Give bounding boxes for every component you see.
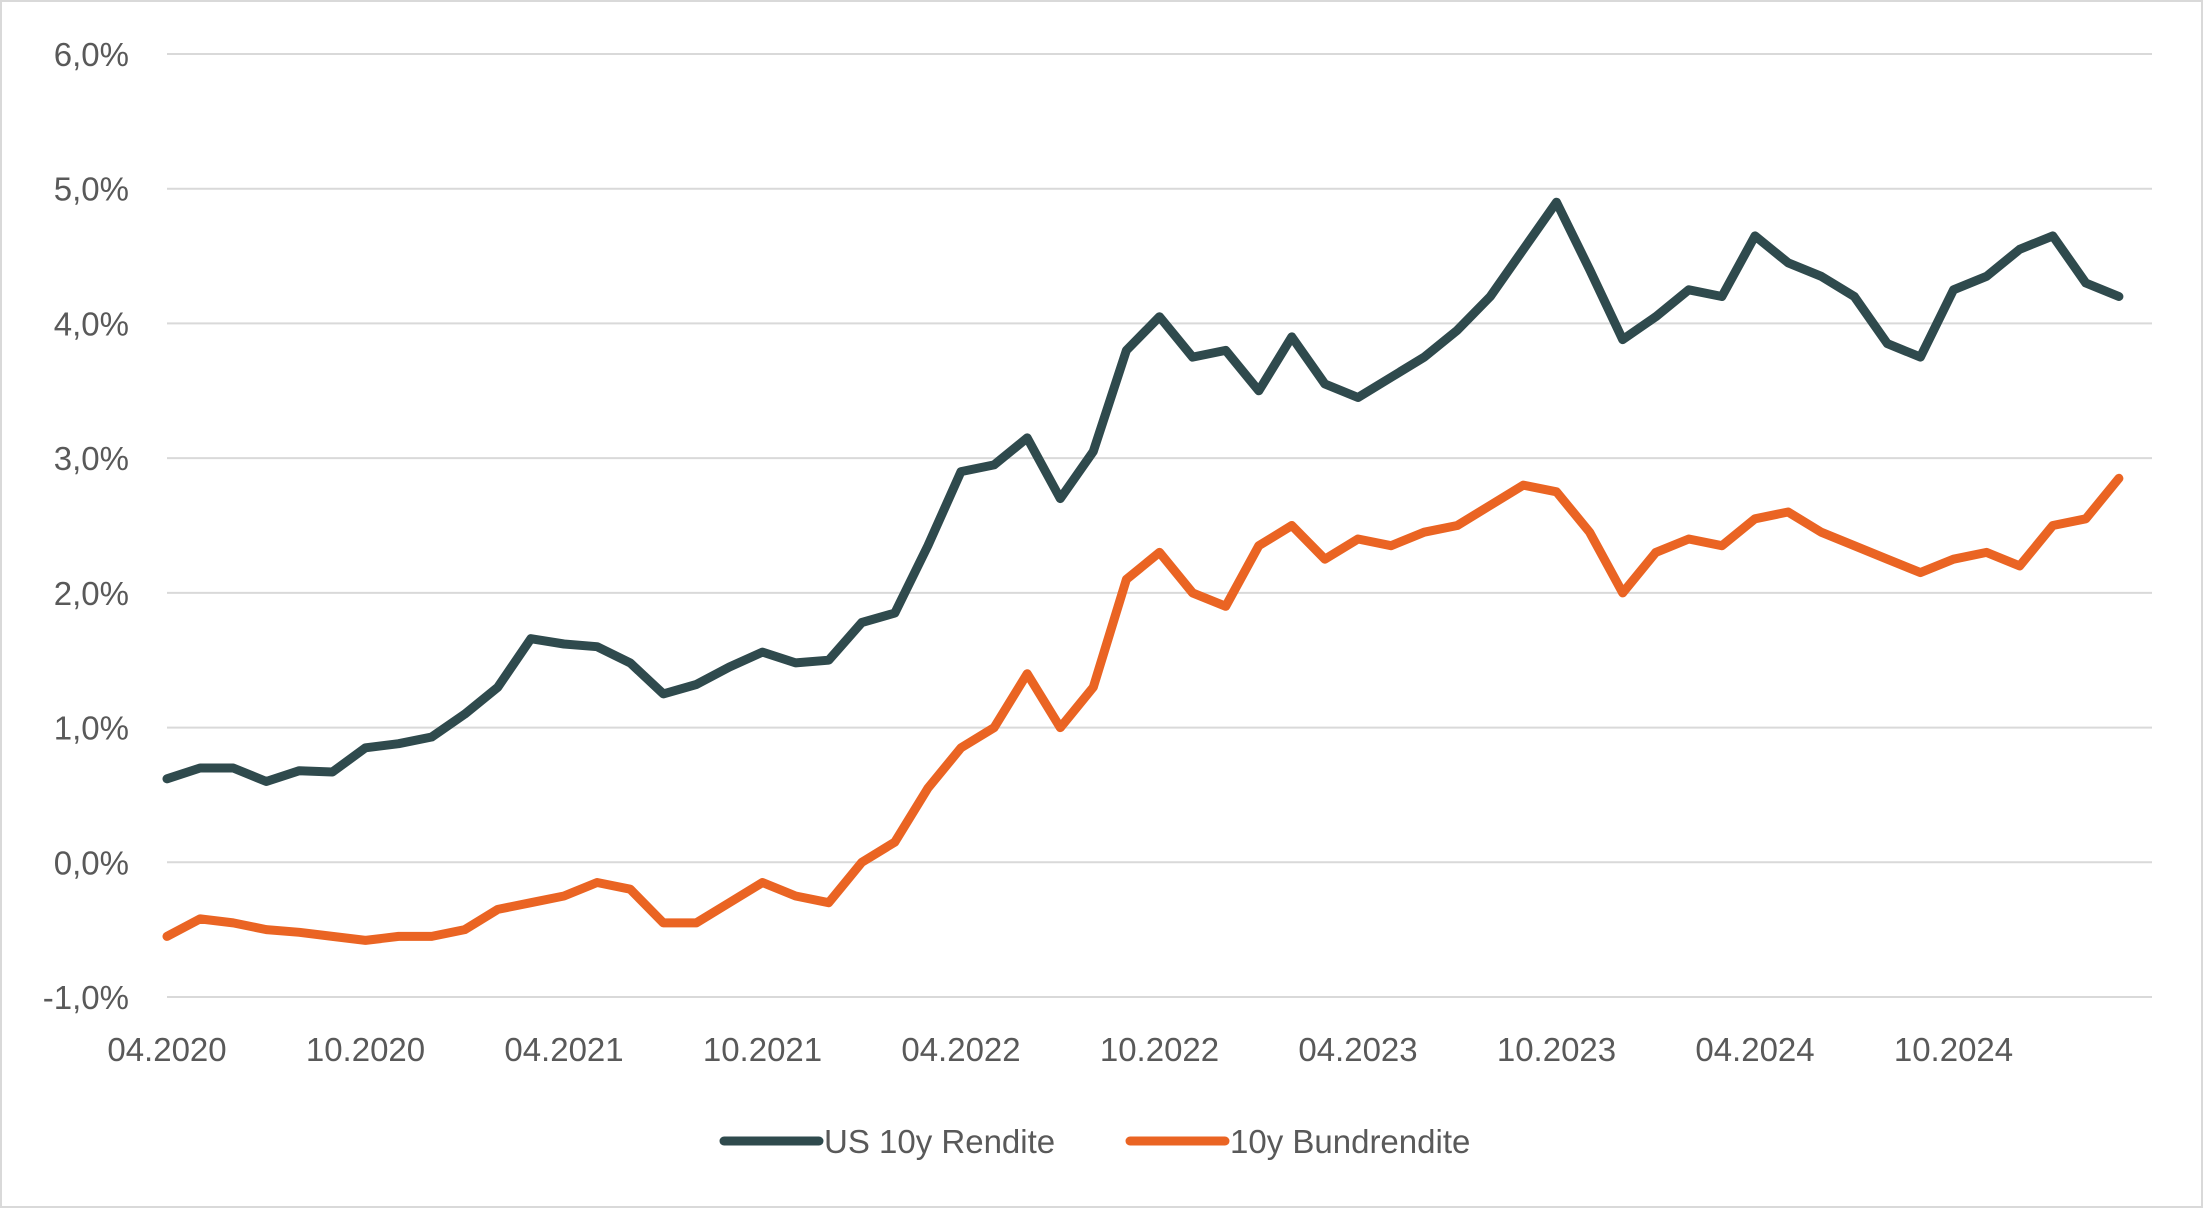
x-tick-label: 04.2024 — [1695, 1031, 1814, 1068]
y-tick-label: 4,0% — [54, 305, 129, 342]
x-tick-label: 10.2020 — [306, 1031, 425, 1068]
series-line-bund-10y — [162, 473, 2124, 945]
y-axis-tick-labels: 6,0% 5,0% 4,0% 3,0% 2,0% 1,0% 0,0% -1,0% — [43, 36, 129, 1016]
y-tick-label: 2,0% — [54, 575, 129, 612]
legend: US 10y Rendite 10y Bundrendite — [719, 1123, 1470, 1160]
x-tick-label: 10.2024 — [1894, 1031, 2013, 1068]
y-tick-label: 0,0% — [54, 844, 129, 881]
x-tick-label: 10.2023 — [1497, 1031, 1616, 1068]
legend-label: 10y Bundrendite — [1230, 1123, 1470, 1160]
y-tick-label: -1,0% — [43, 979, 129, 1016]
gridlines — [167, 53, 2152, 998]
x-tick-label: 04.2023 — [1298, 1031, 1417, 1068]
y-tick-label: 1,0% — [54, 710, 129, 747]
x-tick-label: 04.2020 — [107, 1031, 226, 1068]
series-line-us-10y — [162, 197, 2124, 786]
x-tick-label: 04.2022 — [901, 1031, 1020, 1068]
x-tick-label: 10.2022 — [1100, 1031, 1219, 1068]
legend-label: US 10y Rendite — [824, 1123, 1055, 1160]
y-tick-label: 6,0% — [54, 36, 129, 73]
x-axis-tick-labels: 04.2020 10.2020 04.2021 10.2021 04.2022 10.20… — [107, 1031, 2013, 1068]
x-tick-label: 10.2021 — [703, 1031, 822, 1068]
y-tick-label: 3,0% — [54, 440, 129, 477]
x-tick-label: 04.2021 — [504, 1031, 623, 1068]
y-tick-label: 5,0% — [54, 171, 129, 208]
series-lines — [162, 197, 2124, 945]
